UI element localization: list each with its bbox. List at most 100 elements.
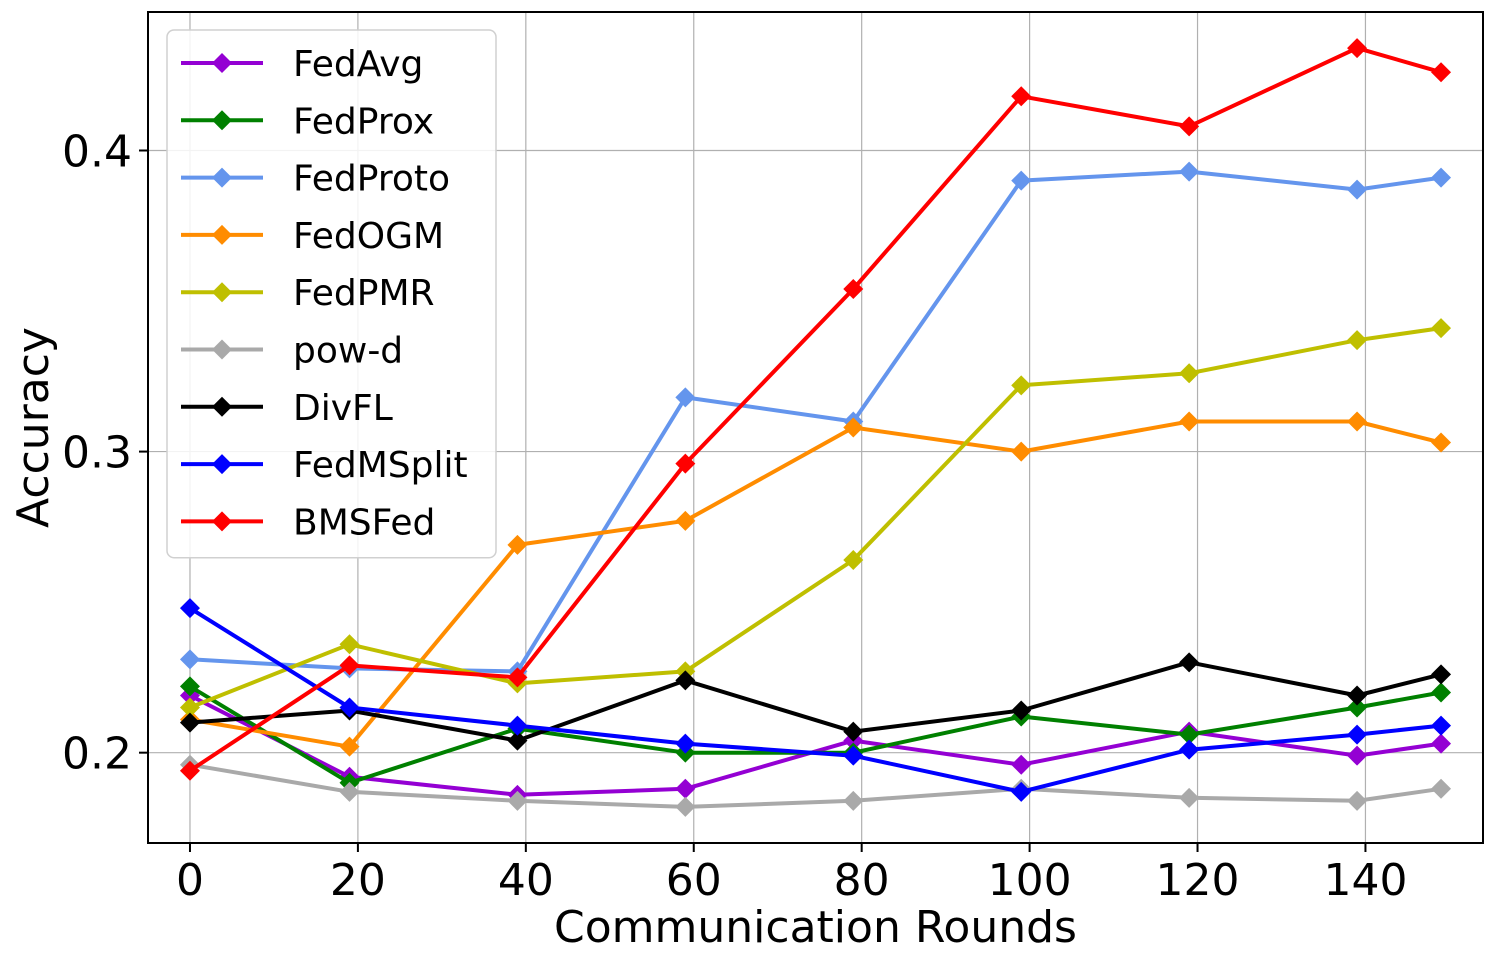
legend-entry-FedPMR: FedPMR	[181, 273, 435, 314]
data-point-FedProto	[1011, 170, 1032, 191]
data-point-FedOGM	[1011, 441, 1032, 462]
data-point-FedProx	[1431, 682, 1452, 703]
legend-label: FedAvg	[293, 44, 423, 85]
legend-label: pow-d	[293, 331, 403, 372]
legend-swatch-marker	[212, 53, 232, 73]
x-axis-label: Communication Rounds	[554, 902, 1077, 953]
data-point-pow-d	[507, 790, 528, 811]
data-point-DivFL	[843, 721, 864, 742]
data-point-pow-d	[675, 796, 696, 817]
data-point-FedMSplit	[179, 598, 200, 619]
data-point-FedMSplit	[339, 697, 360, 718]
legend-swatch-marker	[212, 396, 232, 417]
data-point-FedOGM	[1179, 411, 1200, 432]
data-point-FedOGM	[675, 510, 696, 531]
legend: FedAvg FedProx FedProto FedOGM FedPMR pow-d Di…	[166, 29, 497, 559]
legend-entry-pow-d: pow-d	[181, 331, 403, 372]
legend-label: FedProto	[293, 159, 450, 200]
data-point-DivFL	[179, 712, 200, 733]
data-point-FedPMR	[339, 634, 360, 655]
data-point-FedOGM	[1347, 411, 1368, 432]
legend-entry-FedAvg: FedAvg	[181, 44, 423, 85]
data-point-DivFL	[1431, 664, 1452, 685]
data-point-FedPMR	[1179, 363, 1200, 384]
data-point-FedProto	[179, 649, 200, 670]
legend-swatch-marker	[212, 339, 232, 360]
series-BMSFed	[179, 38, 1452, 781]
legend-label: BMSFed	[293, 502, 435, 543]
legend-label: FedOGM	[293, 216, 444, 257]
legend-entry-FedProx: FedProx	[181, 101, 434, 142]
y-tick-label: 0.2	[62, 729, 132, 780]
x-tick-label: 80	[834, 855, 890, 906]
data-point-FedPMR	[843, 549, 864, 570]
y-tick-label: 0.4	[62, 127, 132, 178]
plot-frame	[147, 11, 1484, 844]
data-point-BMSFed	[1347, 38, 1368, 59]
data-point-FedProx	[1347, 697, 1368, 718]
x-tick-label: 100	[988, 855, 1072, 906]
data-point-BMSFed	[339, 655, 360, 676]
data-point-FedProto	[675, 387, 696, 408]
data-point-DivFL	[507, 730, 528, 751]
data-point-FedMSplit	[843, 745, 864, 766]
x-tick-label: 140	[1323, 855, 1407, 906]
data-point-pow-d	[1431, 778, 1452, 799]
legend-swatch-marker	[212, 282, 232, 303]
data-point-FedAvg	[1011, 754, 1032, 775]
data-point-BMSFed	[675, 453, 696, 474]
data-point-FedMSplit	[1431, 715, 1452, 736]
data-point-FedProto	[1431, 167, 1452, 188]
legend-label: FedPMR	[293, 273, 435, 314]
y-tick-label: 0.3	[62, 428, 132, 479]
legend-entry-FedProto: FedProto	[181, 159, 450, 200]
data-point-DivFL	[1179, 652, 1200, 673]
data-point-BMSFed	[1431, 62, 1452, 83]
data-point-FedAvg	[1347, 745, 1368, 766]
legend-label: DivFL	[293, 388, 393, 429]
data-point-BMSFed	[1011, 86, 1032, 107]
x-tick-label: 60	[666, 855, 722, 906]
data-point-FedMSplit	[1347, 724, 1368, 745]
legend-entry-BMSFed: BMSFed	[181, 502, 435, 543]
data-point-FedMSplit	[675, 733, 696, 754]
series-layer	[179, 38, 1452, 817]
data-point-BMSFed	[507, 667, 528, 688]
data-point-FedPMR	[1011, 375, 1032, 396]
data-point-FedOGM	[843, 417, 864, 438]
x-tick-label: 40	[498, 855, 554, 906]
data-point-BMSFed	[179, 760, 200, 781]
data-point-FedPMR	[179, 697, 200, 718]
data-point-FedProx	[1179, 724, 1200, 745]
data-point-DivFL	[1347, 685, 1368, 706]
data-point-FedMSplit	[507, 715, 528, 736]
data-point-FedAvg	[1431, 733, 1452, 754]
series-FedMSplit	[179, 598, 1452, 802]
legend-entry-FedOGM: FedOGM	[181, 216, 444, 257]
data-point-pow-d	[1347, 790, 1368, 811]
legend-swatch-marker	[212, 110, 232, 131]
data-point-FedProto	[1179, 161, 1200, 182]
data-point-FedAvg	[675, 778, 696, 799]
data-point-FedOGM	[339, 736, 360, 757]
data-point-FedOGM	[1431, 432, 1452, 453]
legend-entry-FedMSplit: FedMSplit	[181, 445, 468, 486]
data-point-pow-d	[1179, 787, 1200, 808]
legend-swatch-marker	[212, 167, 232, 188]
legend-entry-DivFL: DivFL	[181, 388, 393, 429]
data-point-pow-d	[843, 790, 864, 811]
data-point-FedPMR	[1431, 318, 1452, 339]
data-point-FedProto	[1347, 179, 1368, 200]
data-point-FedPMR	[1347, 330, 1368, 351]
x-tick-label: 120	[1156, 855, 1240, 906]
data-point-FedMSplit	[1011, 781, 1032, 802]
series-DivFL	[179, 652, 1452, 751]
y-axis-label: Accuracy	[8, 327, 59, 528]
data-point-DivFL	[675, 670, 696, 691]
data-point-pow-d	[339, 781, 360, 802]
legend-swatch-marker	[212, 454, 232, 475]
data-point-BMSFed	[843, 279, 864, 299]
data-point-BMSFed	[1179, 116, 1200, 137]
data-point-FedMSplit	[1179, 739, 1200, 760]
